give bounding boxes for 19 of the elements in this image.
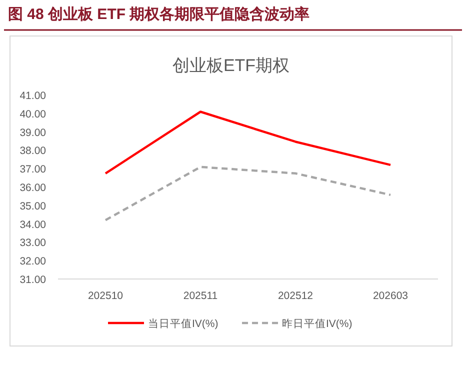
x-tick-label: 202603	[372, 290, 408, 302]
y-tick-label: 34.00	[20, 218, 46, 231]
x-tick-label: 202511	[183, 290, 218, 302]
y-tick-label: 40.00	[20, 108, 46, 120]
legend-label: 当日平值IV(%)	[148, 318, 218, 330]
legend-label: 昨日平值IV(%)	[282, 318, 352, 330]
y-tick-label: 39.00	[20, 126, 46, 139]
y-tick-label: 38.00	[20, 145, 46, 158]
chart-subtitle: 创业板ETF期权	[172, 56, 290, 75]
y-tick-label: 37.00	[20, 164, 46, 176]
y-tick-label: 32.00	[20, 256, 46, 268]
y-tick-label: 36.00	[20, 182, 46, 194]
y-tick-label: 35.00	[20, 200, 46, 212]
y-tick-label: 31.00	[20, 274, 46, 286]
x-tick-label: 202512	[278, 290, 314, 302]
chart-title: 图 48 创业板 ETF 期权各期限平值隐含波动率	[8, 5, 310, 23]
y-tick-label: 33.00	[20, 237, 46, 250]
x-tick-label: 202510	[88, 290, 124, 302]
y-tick-label: 41.00	[20, 90, 46, 102]
